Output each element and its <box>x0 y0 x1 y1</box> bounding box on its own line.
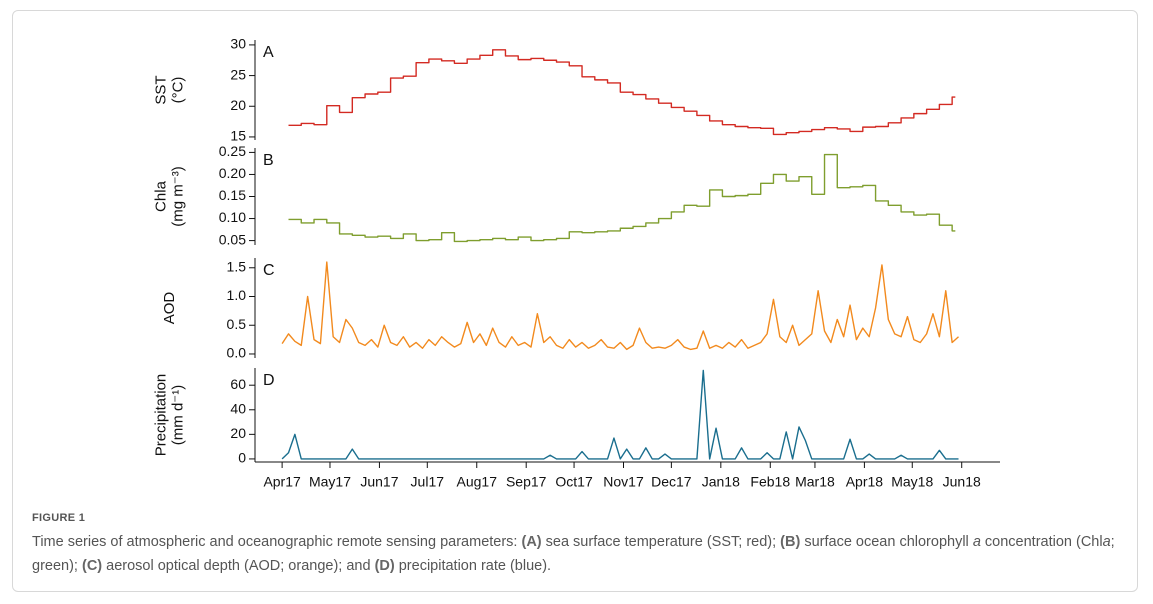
caption: FIGURE 1 Time series of atmospheric and … <box>32 512 1132 578</box>
caption-part: (C) <box>81 558 103 574</box>
y-axis-label: AOD <box>161 292 178 325</box>
caption-part: Time series of atmospheric and oceanogra… <box>32 534 522 550</box>
caption-part: a <box>1102 534 1111 550</box>
x-tick-label: Oct17 <box>555 474 593 490</box>
y-tick-label: 1.5 <box>227 258 247 274</box>
caption-part: (B) <box>780 534 801 550</box>
panel-label: A <box>263 44 274 61</box>
y-axis-label: (°C) <box>169 77 186 104</box>
y-axis-label: (mm d⁻¹) <box>169 385 186 445</box>
data-line <box>288 49 956 136</box>
caption-part: ; green); <box>32 534 1115 574</box>
y-axis-label: SST <box>152 75 169 104</box>
y-tick-label: 0 <box>238 450 246 466</box>
caption-part: sea surface temperature (SST; red); <box>541 534 781 550</box>
caption-part: surface ocean chlorophyll <box>800 534 973 550</box>
y-tick-label: 0.05 <box>219 231 246 247</box>
caption-part: (D) <box>374 558 395 574</box>
y-tick-label: 0.10 <box>219 209 246 225</box>
caption-part: precipitation rate (blue). <box>394 558 552 574</box>
x-tick-label: Nov17 <box>603 474 644 490</box>
y-tick-label: 30 <box>230 36 246 52</box>
caption-part: aerosol optical depth (AOD; orange); and <box>102 558 375 574</box>
x-tick-label: Apr17 <box>263 474 301 490</box>
y-tick-label: 1.0 <box>227 287 247 303</box>
x-tick-label: Jun18 <box>943 474 981 490</box>
caption-part: concentration (Chl <box>980 534 1103 550</box>
x-tick-label: Sep17 <box>506 474 547 490</box>
x-tick-label: Jul17 <box>411 474 445 490</box>
y-tick-label: 0.15 <box>219 187 246 203</box>
y-axis-label: Chla <box>152 180 169 212</box>
y-tick-label: 20 <box>230 97 246 113</box>
y-tick-label: 0.25 <box>219 143 246 159</box>
data-line <box>288 153 956 243</box>
y-tick-label: 0.0 <box>227 345 247 361</box>
chart: 15 20 25 30 SST (°C) A 0.05 0.10 0.15 0.20 0.25 Chla… <box>152 36 1000 490</box>
x-tick-label: Apr18 <box>846 474 884 490</box>
y-tick-label: 60 <box>230 376 246 392</box>
y-tick-label: 0.5 <box>227 316 247 332</box>
x-tick-label: Feb18 <box>750 474 790 490</box>
caption-text: Time series of atmospheric and oceanogra… <box>32 530 1132 578</box>
data-line <box>281 261 959 351</box>
data-line <box>281 369 959 460</box>
y-tick-label: 40 <box>230 400 246 416</box>
caption-part: a <box>972 534 981 550</box>
y-tick-label: 15 <box>230 128 246 144</box>
figure-frame <box>12 10 1138 592</box>
x-tick-label: Jan18 <box>702 474 740 490</box>
x-tick-label: Aug17 <box>457 474 498 490</box>
panel-label: D <box>263 372 275 389</box>
y-tick-label: 20 <box>230 425 246 441</box>
y-axis-label: (mg m⁻³) <box>169 166 186 226</box>
x-tick-label: May17 <box>309 474 351 490</box>
x-tick-label: May18 <box>891 474 933 490</box>
panel-label: C <box>263 262 275 279</box>
caption-part: (A) <box>521 534 542 550</box>
y-tick-label: 0.20 <box>219 165 246 181</box>
panel-label: B <box>263 152 274 169</box>
x-tick-label: Dec17 <box>651 474 692 490</box>
y-tick-label: 25 <box>230 66 246 82</box>
x-tick-label: Jun17 <box>360 474 398 490</box>
caption-label: FIGURE 1 <box>32 512 86 524</box>
y-axis-label: Precipitation <box>152 374 169 457</box>
x-tick-label: Mar18 <box>795 474 835 490</box>
